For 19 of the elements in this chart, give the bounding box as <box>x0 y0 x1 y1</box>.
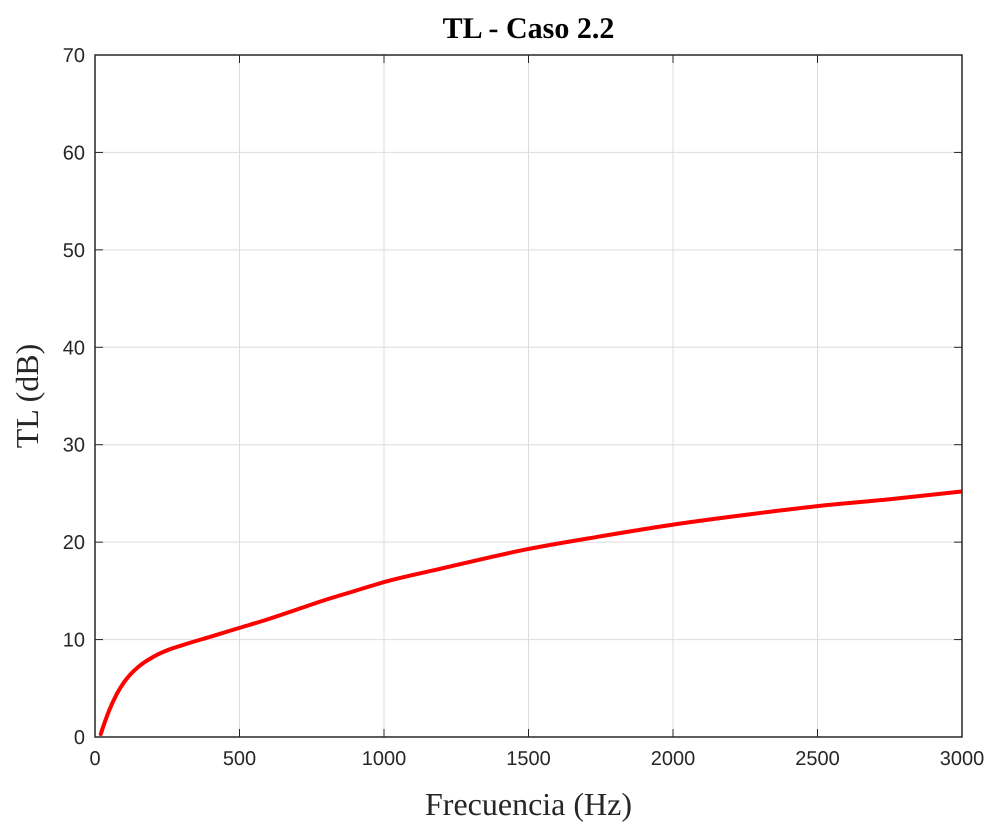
y-tick-label: 30 <box>62 434 85 457</box>
y-tick-label: 0 <box>74 727 85 749</box>
y-tick-label: 10 <box>62 630 85 652</box>
y-tick-label: 40 <box>62 337 85 360</box>
x-tick-label: 1500 <box>506 748 551 770</box>
y-tick-label: 70 <box>62 45 85 67</box>
y-tick-label: 20 <box>62 532 85 554</box>
chart-title: TL - Caso 2.2 <box>442 12 614 45</box>
x-tick-label: 0 <box>89 748 101 770</box>
y-axis-title: TL (dB) <box>9 344 45 448</box>
x-tick-label: 2000 <box>650 748 696 770</box>
x-axis-title: Frecuencia (Hz) <box>425 786 632 822</box>
x-tick-label: 3000 <box>940 748 984 770</box>
y-tick-label: 50 <box>62 240 85 262</box>
x-tick-label: 500 <box>222 748 256 770</box>
line-series <box>98 489 962 736</box>
x-tick-label: 1000 <box>362 748 406 770</box>
y-tick-label: 60 <box>62 142 85 164</box>
x-tick-label: 2500 <box>795 748 840 770</box>
